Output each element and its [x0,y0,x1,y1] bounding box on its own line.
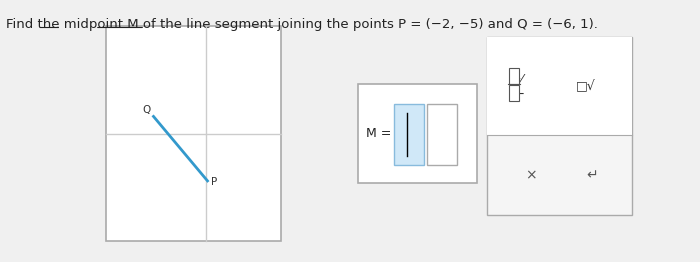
Text: Find the midpoint M of the line segment joining the points P = (−2, −5) and Q = : Find the midpoint M of the line segment … [6,18,598,31]
Text: M =: M = [366,127,391,140]
FancyBboxPatch shape [487,37,632,215]
FancyBboxPatch shape [393,104,424,166]
FancyBboxPatch shape [487,37,632,135]
FancyBboxPatch shape [510,68,519,84]
FancyBboxPatch shape [358,84,477,183]
Text: □√: □√ [576,80,596,93]
Text: Q: Q [142,105,150,115]
FancyBboxPatch shape [106,26,281,241]
FancyBboxPatch shape [427,104,457,166]
Text: ×: × [525,169,536,183]
FancyBboxPatch shape [510,85,519,101]
Text: ⅟
─: ⅟ ─ [515,73,523,101]
Text: ↵: ↵ [586,169,598,183]
Text: P: P [211,177,217,187]
